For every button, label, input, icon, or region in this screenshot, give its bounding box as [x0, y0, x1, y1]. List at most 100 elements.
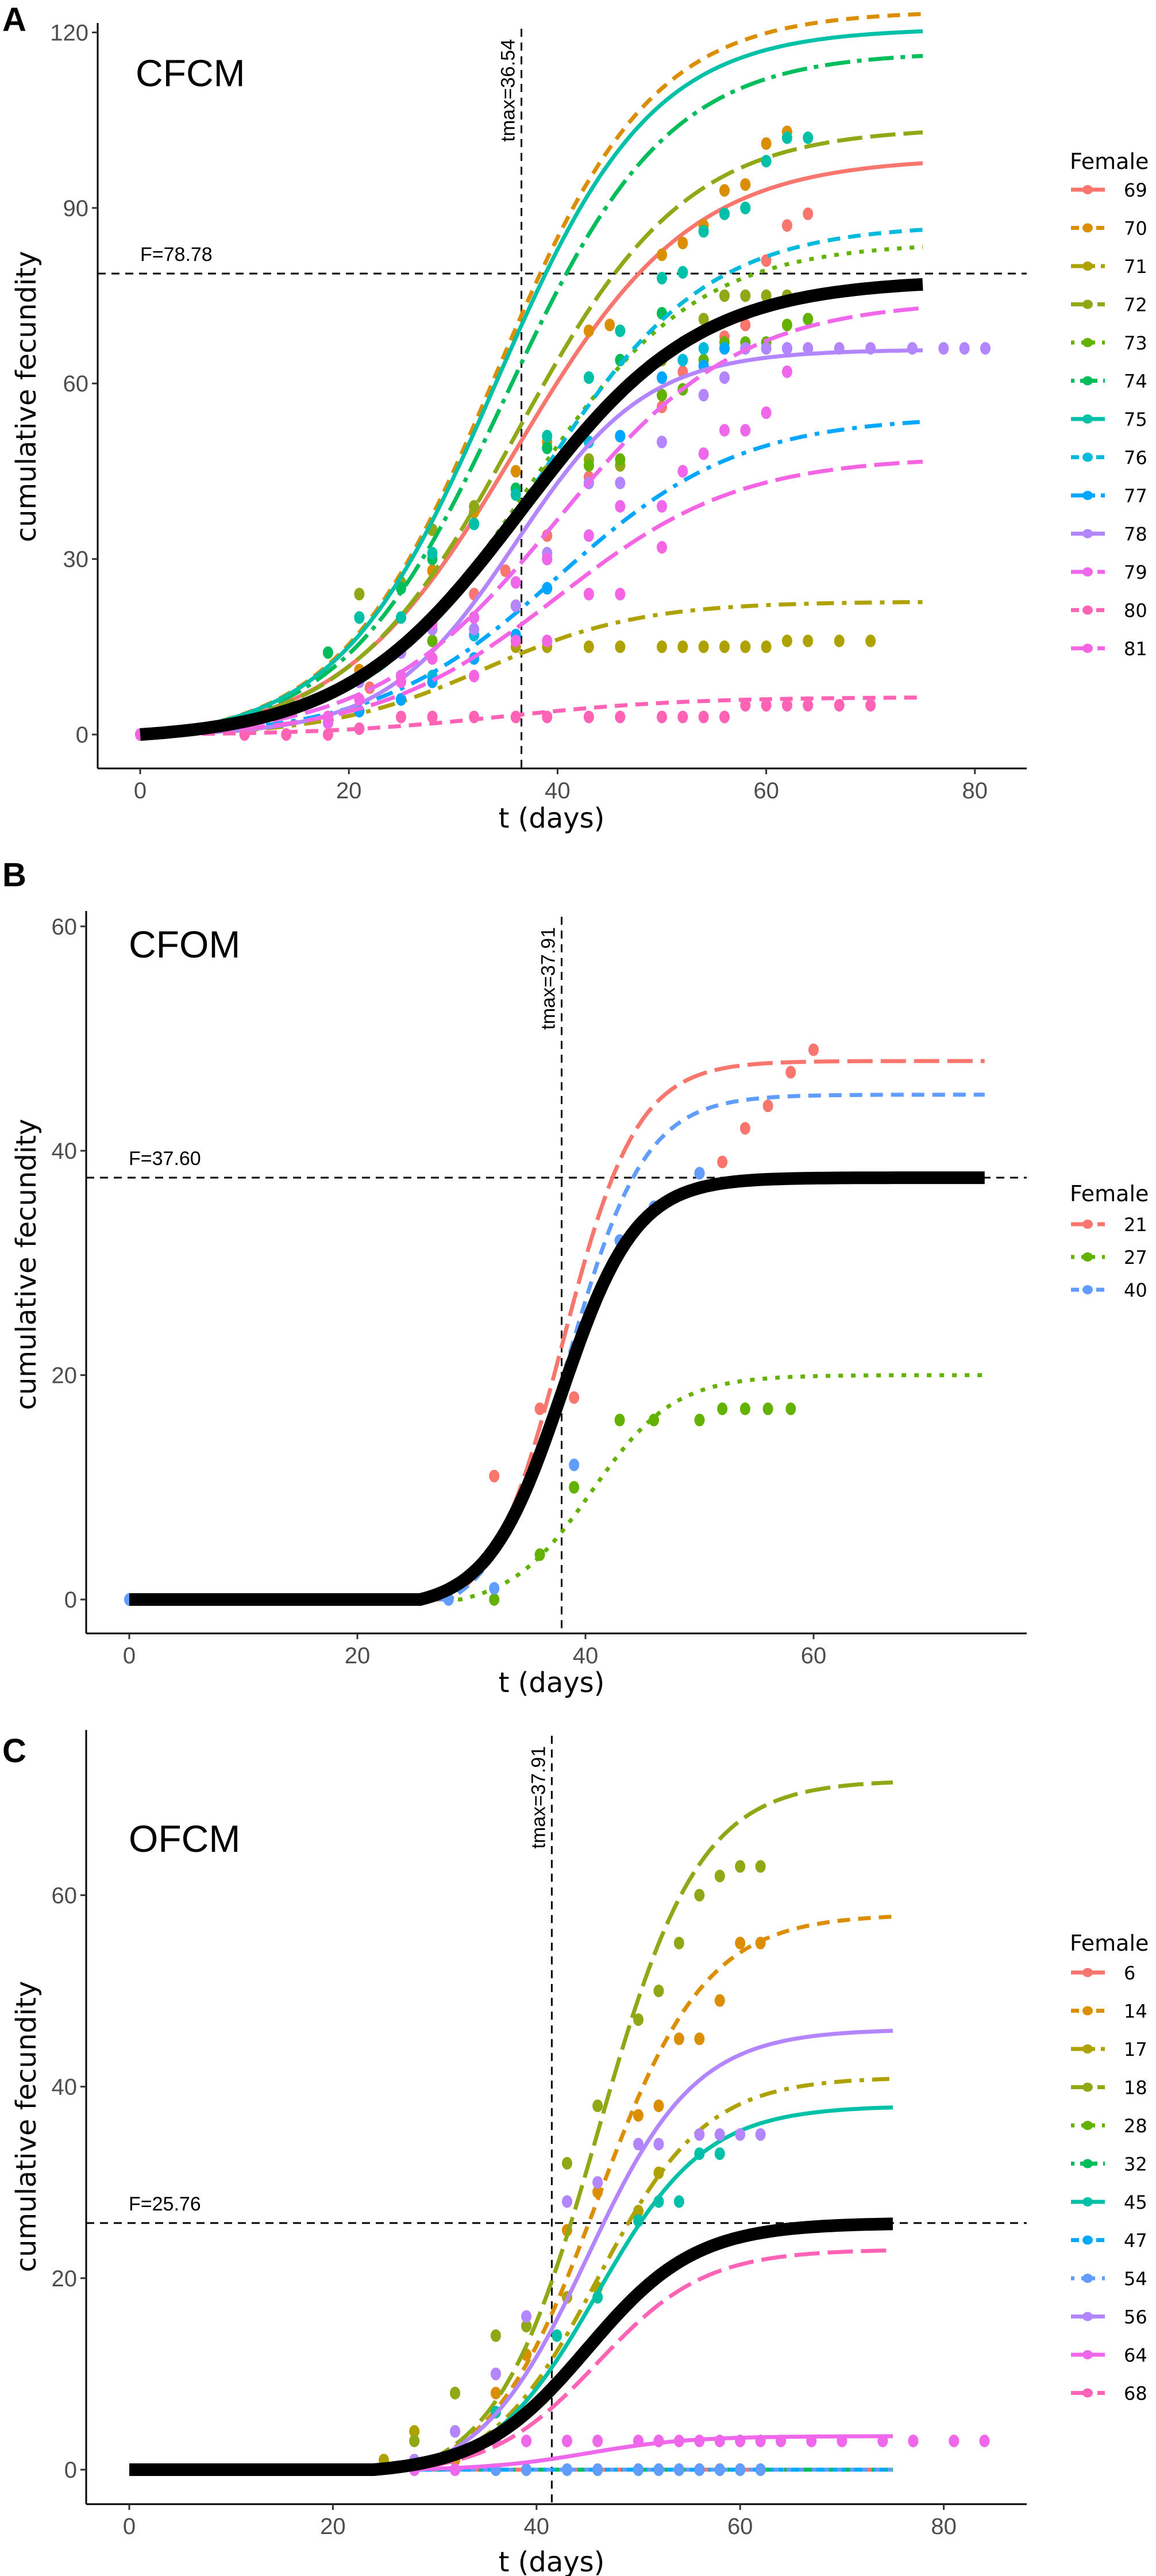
- data-point-female-14: [694, 2032, 705, 2046]
- data-point-female-69: [781, 219, 792, 232]
- data-point-female-21: [762, 1099, 773, 1113]
- fit-line-female-40: [129, 1093, 985, 1602]
- legend-key-point: [1082, 376, 1093, 386]
- legend-item[interactable]: 28: [1071, 2115, 1147, 2137]
- legend-item[interactable]: 81: [1071, 638, 1147, 660]
- legend-key-point: [1082, 491, 1093, 500]
- legend-item[interactable]: 47: [1071, 2230, 1147, 2252]
- data-point-female-78: [510, 599, 521, 613]
- data-point-female-72: [740, 289, 751, 302]
- data-point-female-75: [677, 266, 688, 279]
- legend-item[interactable]: 14: [1071, 2001, 1147, 2023]
- x-tick-label: 40: [545, 778, 571, 803]
- data-point-female-18: [735, 1860, 746, 1873]
- legend-item[interactable]: 77: [1071, 485, 1147, 507]
- legend-label: 56: [1124, 2306, 1147, 2328]
- legend-item[interactable]: 72: [1071, 294, 1147, 316]
- legend-item[interactable]: 18: [1071, 2077, 1147, 2099]
- legend-item[interactable]: 70: [1071, 218, 1147, 240]
- data-point-female-56: [653, 2137, 664, 2151]
- legend-item[interactable]: 6: [1071, 1962, 1135, 1984]
- data-point-female-78: [803, 342, 814, 355]
- legend-item[interactable]: 76: [1071, 447, 1147, 469]
- data-point-female-80: [865, 699, 876, 712]
- legend-label: 81: [1124, 638, 1147, 660]
- data-point-female-21: [569, 1391, 580, 1404]
- legend-item[interactable]: 79: [1071, 562, 1147, 583]
- legend-item[interactable]: 17: [1071, 2039, 1147, 2060]
- legend-item[interactable]: 40: [1071, 1279, 1147, 1301]
- legend-item[interactable]: 75: [1071, 409, 1147, 430]
- data-point-female-54: [673, 2463, 684, 2476]
- legend-item[interactable]: 80: [1071, 600, 1147, 622]
- legend-label: 79: [1124, 562, 1147, 583]
- data-point-female-70: [677, 236, 688, 249]
- data-point-female-81: [615, 587, 626, 601]
- fit-line-female-68: [129, 2248, 893, 2472]
- legend-key-point: [1082, 1252, 1093, 1262]
- data-point-female-18: [694, 1889, 705, 1902]
- data-point-female-21: [534, 1402, 545, 1416]
- fecundity-label: F=25.76: [129, 2193, 201, 2215]
- legend-item[interactable]: 21: [1071, 1214, 1147, 1236]
- data-point-female-45: [714, 2147, 725, 2160]
- legend-key-point: [1082, 567, 1093, 576]
- legend-item[interactable]: 32: [1071, 2154, 1147, 2175]
- fit-line-female-72: [140, 130, 923, 737]
- data-point-female-75: [427, 547, 438, 560]
- legend-label: 45: [1124, 2191, 1147, 2213]
- legend-item[interactable]: 56: [1071, 2306, 1147, 2328]
- model-label: CFCM: [136, 52, 245, 94]
- legend-label: 78: [1124, 524, 1147, 545]
- data-point-female-56: [694, 2128, 705, 2141]
- legend-title: Female: [1070, 149, 1149, 174]
- data-point-female-69: [740, 318, 751, 332]
- legend-item[interactable]: 27: [1071, 1247, 1147, 1268]
- data-point-female-75: [469, 517, 480, 530]
- data-point-female-56: [521, 2310, 532, 2323]
- legend-item[interactable]: 73: [1071, 332, 1147, 354]
- data-point-female-75: [761, 155, 772, 168]
- legend-item[interactable]: 68: [1071, 2383, 1147, 2405]
- y-tick-label: 20: [52, 1363, 78, 1389]
- legend-item[interactable]: 64: [1071, 2344, 1147, 2366]
- data-point-female-81: [396, 675, 406, 689]
- panel-letter: C: [2, 1732, 26, 1770]
- data-point-female-80: [239, 728, 250, 741]
- legend-item[interactable]: 54: [1071, 2268, 1147, 2290]
- data-point-female-71: [834, 635, 845, 648]
- legend-key-point: [1082, 2159, 1093, 2169]
- data-point-female-79: [781, 365, 792, 378]
- data-point-female-73: [657, 389, 667, 402]
- data-point-female-80: [469, 710, 480, 724]
- data-point-female-77: [396, 693, 406, 706]
- x-tick-label: 40: [573, 1643, 599, 1668]
- data-point-female-27: [785, 1402, 796, 1416]
- legend-label: 69: [1124, 179, 1147, 201]
- legend-item[interactable]: 74: [1071, 371, 1147, 393]
- data-point-female-56: [755, 2128, 766, 2141]
- data-point-female-17: [409, 2425, 420, 2438]
- legend-title: Female: [1070, 1931, 1149, 1956]
- legend-key-point: [1082, 529, 1093, 539]
- legend-key-point: [1082, 2082, 1093, 2092]
- data-point-female-14: [714, 1994, 725, 2007]
- data-point-female-79: [469, 611, 480, 624]
- legend-item[interactable]: 78: [1071, 524, 1147, 545]
- legend-item[interactable]: 69: [1071, 179, 1147, 201]
- legend-item[interactable]: 71: [1071, 256, 1147, 278]
- data-point-female-14: [755, 1936, 766, 1950]
- panel-letter: A: [2, 1, 26, 39]
- data-point-female-71: [583, 640, 594, 653]
- legend-item[interactable]: 45: [1071, 2191, 1147, 2213]
- data-point-female-80: [834, 699, 845, 712]
- data-point-female-78: [698, 389, 709, 402]
- data-point-female-69: [803, 207, 814, 220]
- legend-key-point: [1082, 185, 1093, 194]
- data-point-female-27: [739, 1402, 750, 1416]
- legend-key-point: [1082, 2197, 1093, 2206]
- y-tick-label: 60: [63, 371, 89, 397]
- data-point-female-54: [561, 2463, 572, 2476]
- data-point-female-27: [762, 1402, 773, 1416]
- data-point-female-78: [615, 476, 626, 490]
